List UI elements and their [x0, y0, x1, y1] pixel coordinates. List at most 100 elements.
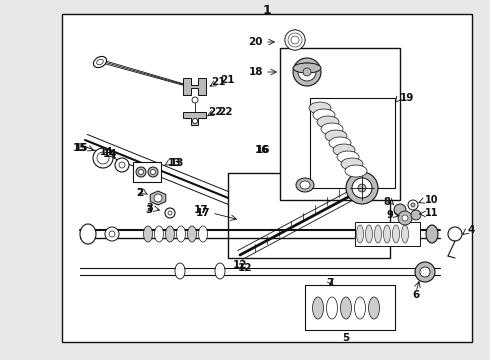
Text: 21: 21	[211, 77, 225, 87]
Text: 9: 9	[386, 210, 393, 220]
Ellipse shape	[188, 226, 196, 242]
Text: 10: 10	[425, 195, 439, 205]
Ellipse shape	[144, 226, 152, 242]
Ellipse shape	[154, 226, 164, 242]
Text: 22: 22	[218, 107, 232, 117]
Ellipse shape	[293, 63, 321, 73]
Circle shape	[346, 172, 378, 204]
Bar	[280, 48, 400, 200]
Ellipse shape	[175, 263, 185, 279]
Circle shape	[154, 194, 162, 202]
Ellipse shape	[321, 123, 343, 135]
Ellipse shape	[333, 144, 355, 156]
Ellipse shape	[426, 225, 438, 243]
Circle shape	[288, 33, 302, 47]
Ellipse shape	[329, 137, 351, 149]
Text: 3: 3	[146, 205, 153, 215]
Circle shape	[394, 204, 406, 216]
Text: 15: 15	[74, 143, 88, 153]
Text: 14: 14	[103, 149, 117, 159]
Circle shape	[168, 211, 172, 215]
Ellipse shape	[341, 297, 351, 319]
Bar	[355, 222, 420, 246]
Ellipse shape	[300, 181, 310, 189]
Circle shape	[115, 158, 129, 172]
Polygon shape	[150, 191, 166, 205]
Circle shape	[411, 203, 415, 207]
Circle shape	[352, 178, 372, 198]
Ellipse shape	[198, 226, 207, 242]
Text: 22: 22	[208, 107, 222, 117]
Text: 5: 5	[343, 333, 350, 343]
Ellipse shape	[337, 151, 359, 163]
Circle shape	[303, 68, 311, 76]
Ellipse shape	[341, 158, 363, 170]
Circle shape	[136, 167, 146, 177]
Ellipse shape	[354, 297, 366, 319]
Ellipse shape	[345, 165, 367, 177]
Ellipse shape	[215, 263, 225, 279]
Bar	[133, 162, 161, 182]
Circle shape	[408, 200, 418, 210]
Text: 12: 12	[233, 260, 247, 270]
Circle shape	[139, 170, 144, 175]
Ellipse shape	[317, 116, 339, 128]
Text: 20: 20	[248, 37, 263, 47]
Text: 17: 17	[194, 205, 208, 215]
Circle shape	[285, 30, 305, 50]
Ellipse shape	[384, 225, 391, 243]
Circle shape	[411, 210, 421, 220]
Text: 18: 18	[248, 67, 263, 77]
Bar	[310, 98, 395, 188]
Ellipse shape	[326, 297, 338, 319]
Text: 13: 13	[170, 158, 185, 168]
Ellipse shape	[309, 102, 331, 114]
Text: 2: 2	[136, 188, 143, 198]
Text: 12: 12	[238, 263, 252, 273]
Circle shape	[105, 227, 119, 241]
Circle shape	[93, 148, 113, 168]
Text: 13: 13	[168, 158, 181, 168]
Text: 16: 16	[254, 145, 269, 155]
Ellipse shape	[401, 225, 409, 243]
Circle shape	[109, 231, 115, 237]
Circle shape	[298, 63, 316, 81]
Circle shape	[420, 267, 430, 277]
Circle shape	[402, 215, 408, 221]
Text: 19: 19	[400, 93, 415, 103]
Circle shape	[358, 184, 366, 192]
Bar	[62, 14, 472, 342]
Ellipse shape	[166, 226, 174, 242]
Circle shape	[119, 162, 125, 168]
Bar	[228, 173, 390, 258]
Ellipse shape	[313, 297, 323, 319]
Text: 17: 17	[196, 208, 210, 218]
Circle shape	[193, 118, 197, 123]
Bar	[305, 285, 395, 330]
Circle shape	[415, 262, 435, 282]
Circle shape	[150, 170, 155, 175]
Text: 8: 8	[383, 197, 390, 207]
Circle shape	[165, 208, 175, 218]
Text: 2: 2	[136, 188, 143, 198]
Polygon shape	[183, 78, 206, 95]
Polygon shape	[183, 112, 206, 125]
Text: 16: 16	[255, 145, 270, 155]
Text: 11: 11	[425, 208, 439, 218]
Circle shape	[448, 227, 462, 241]
Circle shape	[148, 167, 158, 177]
Text: 4: 4	[468, 225, 475, 235]
Circle shape	[291, 36, 299, 44]
Text: 6: 6	[413, 290, 419, 300]
Ellipse shape	[313, 109, 335, 121]
Ellipse shape	[374, 225, 382, 243]
Text: 3: 3	[146, 203, 153, 213]
Circle shape	[293, 58, 321, 86]
Ellipse shape	[296, 178, 314, 192]
Circle shape	[192, 97, 198, 103]
Ellipse shape	[80, 224, 96, 244]
Ellipse shape	[97, 59, 103, 65]
Text: 14: 14	[100, 147, 114, 157]
Circle shape	[398, 211, 412, 225]
Ellipse shape	[366, 225, 372, 243]
